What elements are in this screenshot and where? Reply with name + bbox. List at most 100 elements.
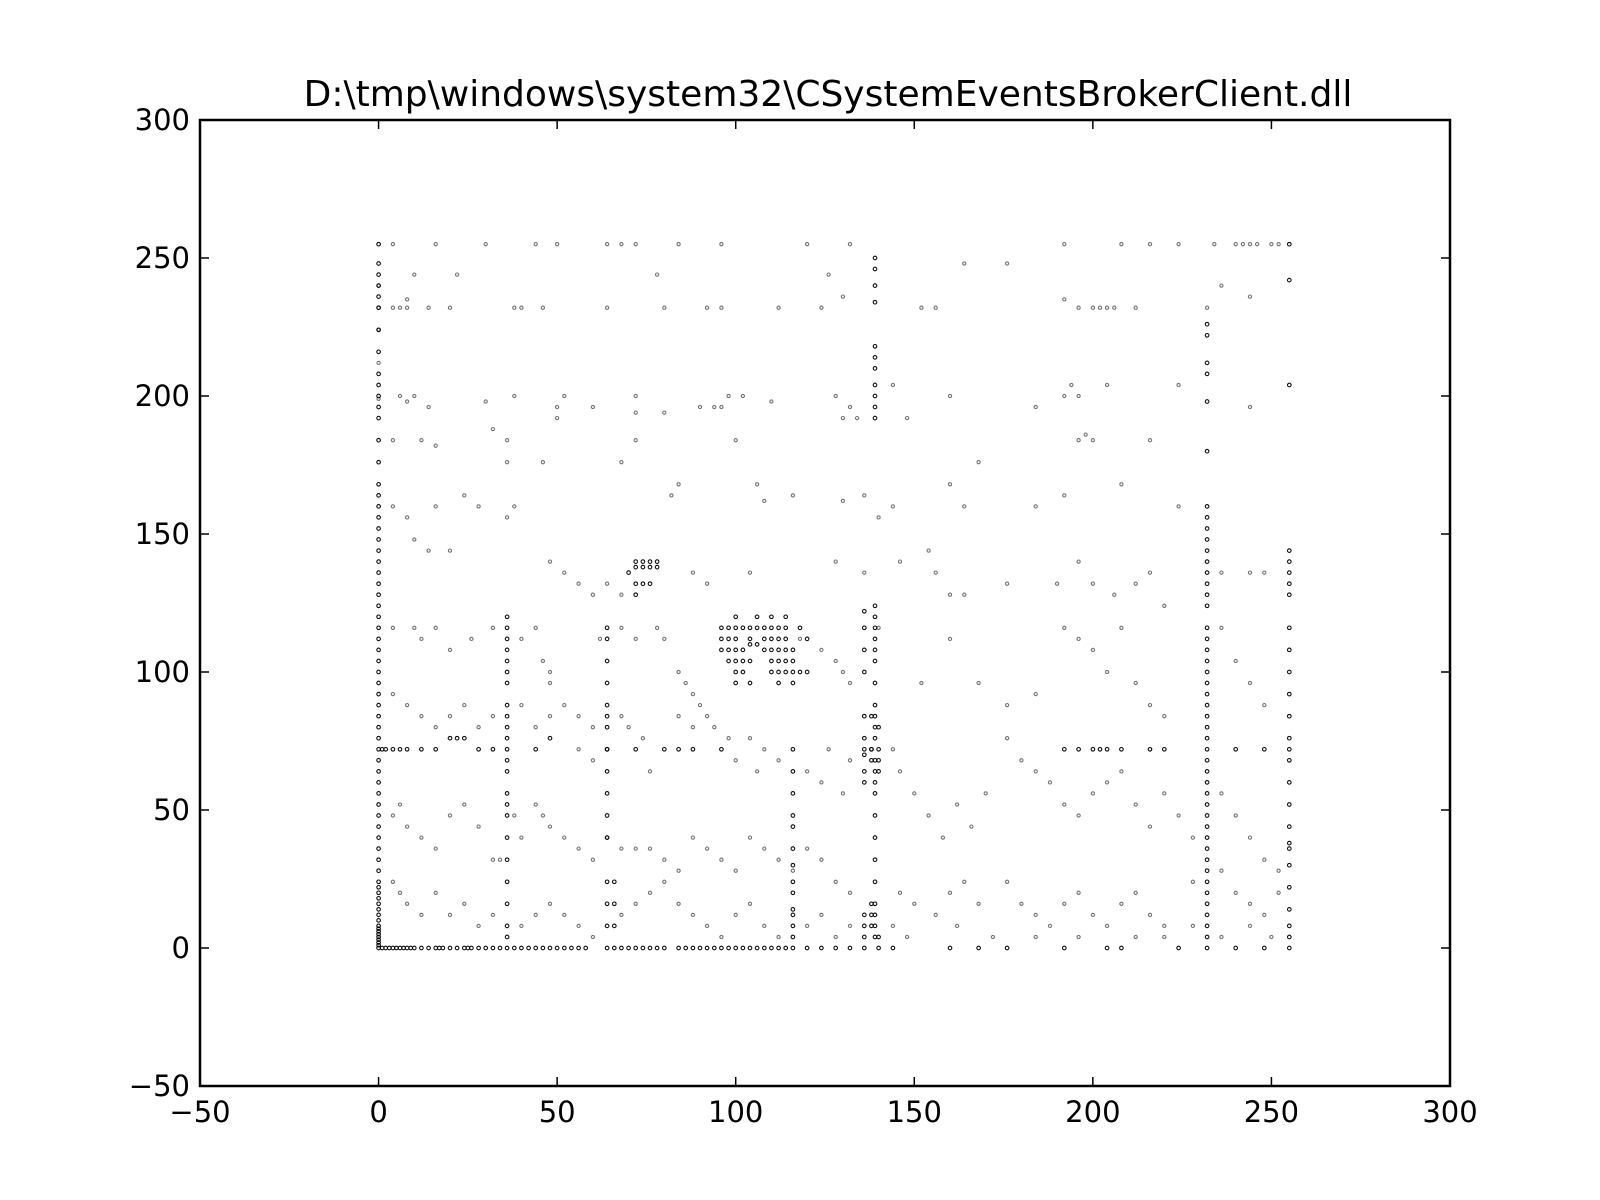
data-point (819, 945, 824, 951)
data-point (1286, 647, 1292, 653)
data-point (447, 735, 453, 741)
data-point (633, 945, 639, 951)
data-point (504, 647, 510, 653)
data-point (1204, 769, 1210, 774)
data-point (747, 901, 753, 906)
data-point (390, 504, 396, 509)
data-point (790, 824, 796, 829)
data-point (783, 636, 789, 642)
data-point (1204, 658, 1210, 664)
data-point (662, 636, 667, 642)
data-point (376, 724, 381, 730)
data-point (1062, 802, 1067, 807)
data-point (562, 912, 567, 918)
data-point (376, 241, 381, 247)
data-point (1233, 890, 1238, 895)
data-point (376, 757, 381, 763)
data-point (412, 537, 417, 542)
data-point (533, 725, 538, 730)
data-point (390, 746, 396, 752)
data-point (504, 680, 510, 686)
data-point (747, 680, 753, 686)
data-point (376, 548, 381, 553)
data-point (1076, 746, 1081, 752)
data-point (1286, 757, 1292, 763)
data-point (604, 901, 610, 907)
data-point (819, 780, 824, 785)
data-point (754, 625, 760, 631)
data-point (504, 735, 510, 741)
data-point (604, 879, 610, 885)
data-point (1219, 625, 1224, 630)
data-point (562, 570, 567, 575)
data-point (1204, 305, 1210, 310)
data-point (872, 647, 878, 653)
data-point (1004, 261, 1010, 266)
data-point (954, 802, 960, 807)
data-point (1204, 647, 1210, 653)
data-point (590, 857, 596, 862)
data-point (1097, 305, 1103, 310)
data-point (512, 813, 517, 818)
data-point (476, 945, 481, 951)
data-point (504, 658, 510, 664)
data-point (540, 305, 546, 310)
data-point (1019, 758, 1024, 763)
data-point (554, 404, 560, 410)
data-point (412, 272, 417, 277)
y-tick-label: 250 (135, 241, 190, 275)
data-point (1204, 371, 1210, 377)
data-point (1247, 570, 1253, 575)
data-point (762, 846, 767, 851)
data-point (861, 746, 867, 752)
data-point (504, 945, 510, 951)
data-point (404, 515, 410, 520)
data-point (540, 813, 546, 818)
data-point (872, 343, 878, 349)
data-point (1161, 746, 1167, 752)
data-point (826, 747, 831, 752)
data-point (1104, 382, 1110, 388)
data-point (819, 647, 824, 653)
data-point (619, 242, 624, 247)
data-point (890, 923, 896, 929)
data-point (376, 940, 381, 945)
data-point (1033, 404, 1038, 410)
data-point (533, 912, 538, 918)
data-point (676, 714, 681, 719)
data-point (504, 438, 510, 443)
data-point (1204, 603, 1210, 609)
data-point (861, 945, 867, 951)
data-point (869, 912, 874, 918)
data-point (1286, 846, 1292, 851)
data-point (872, 857, 878, 863)
data-point (1190, 923, 1196, 929)
data-point (912, 901, 917, 906)
data-point (376, 625, 381, 631)
data-point (562, 393, 567, 399)
data-point (762, 747, 767, 752)
data-point (872, 625, 878, 631)
data-point (547, 680, 553, 686)
data-point (872, 791, 878, 796)
data-point (740, 647, 746, 653)
data-point (633, 746, 639, 752)
data-point (404, 746, 410, 752)
data-point (719, 404, 724, 410)
data-point (872, 813, 878, 818)
data-point (904, 934, 910, 940)
data-point (954, 923, 960, 929)
data-point (376, 942, 381, 948)
data-point (1147, 912, 1153, 918)
data-point (747, 835, 753, 840)
data-point (1090, 581, 1096, 586)
data-point (1176, 945, 1181, 951)
data-point (404, 702, 410, 708)
data-point (654, 945, 660, 951)
data-point (719, 305, 724, 310)
data-point (876, 769, 881, 774)
data-point (376, 937, 381, 943)
data-point (419, 912, 424, 918)
data-point (1061, 746, 1067, 752)
data-point (769, 399, 774, 404)
